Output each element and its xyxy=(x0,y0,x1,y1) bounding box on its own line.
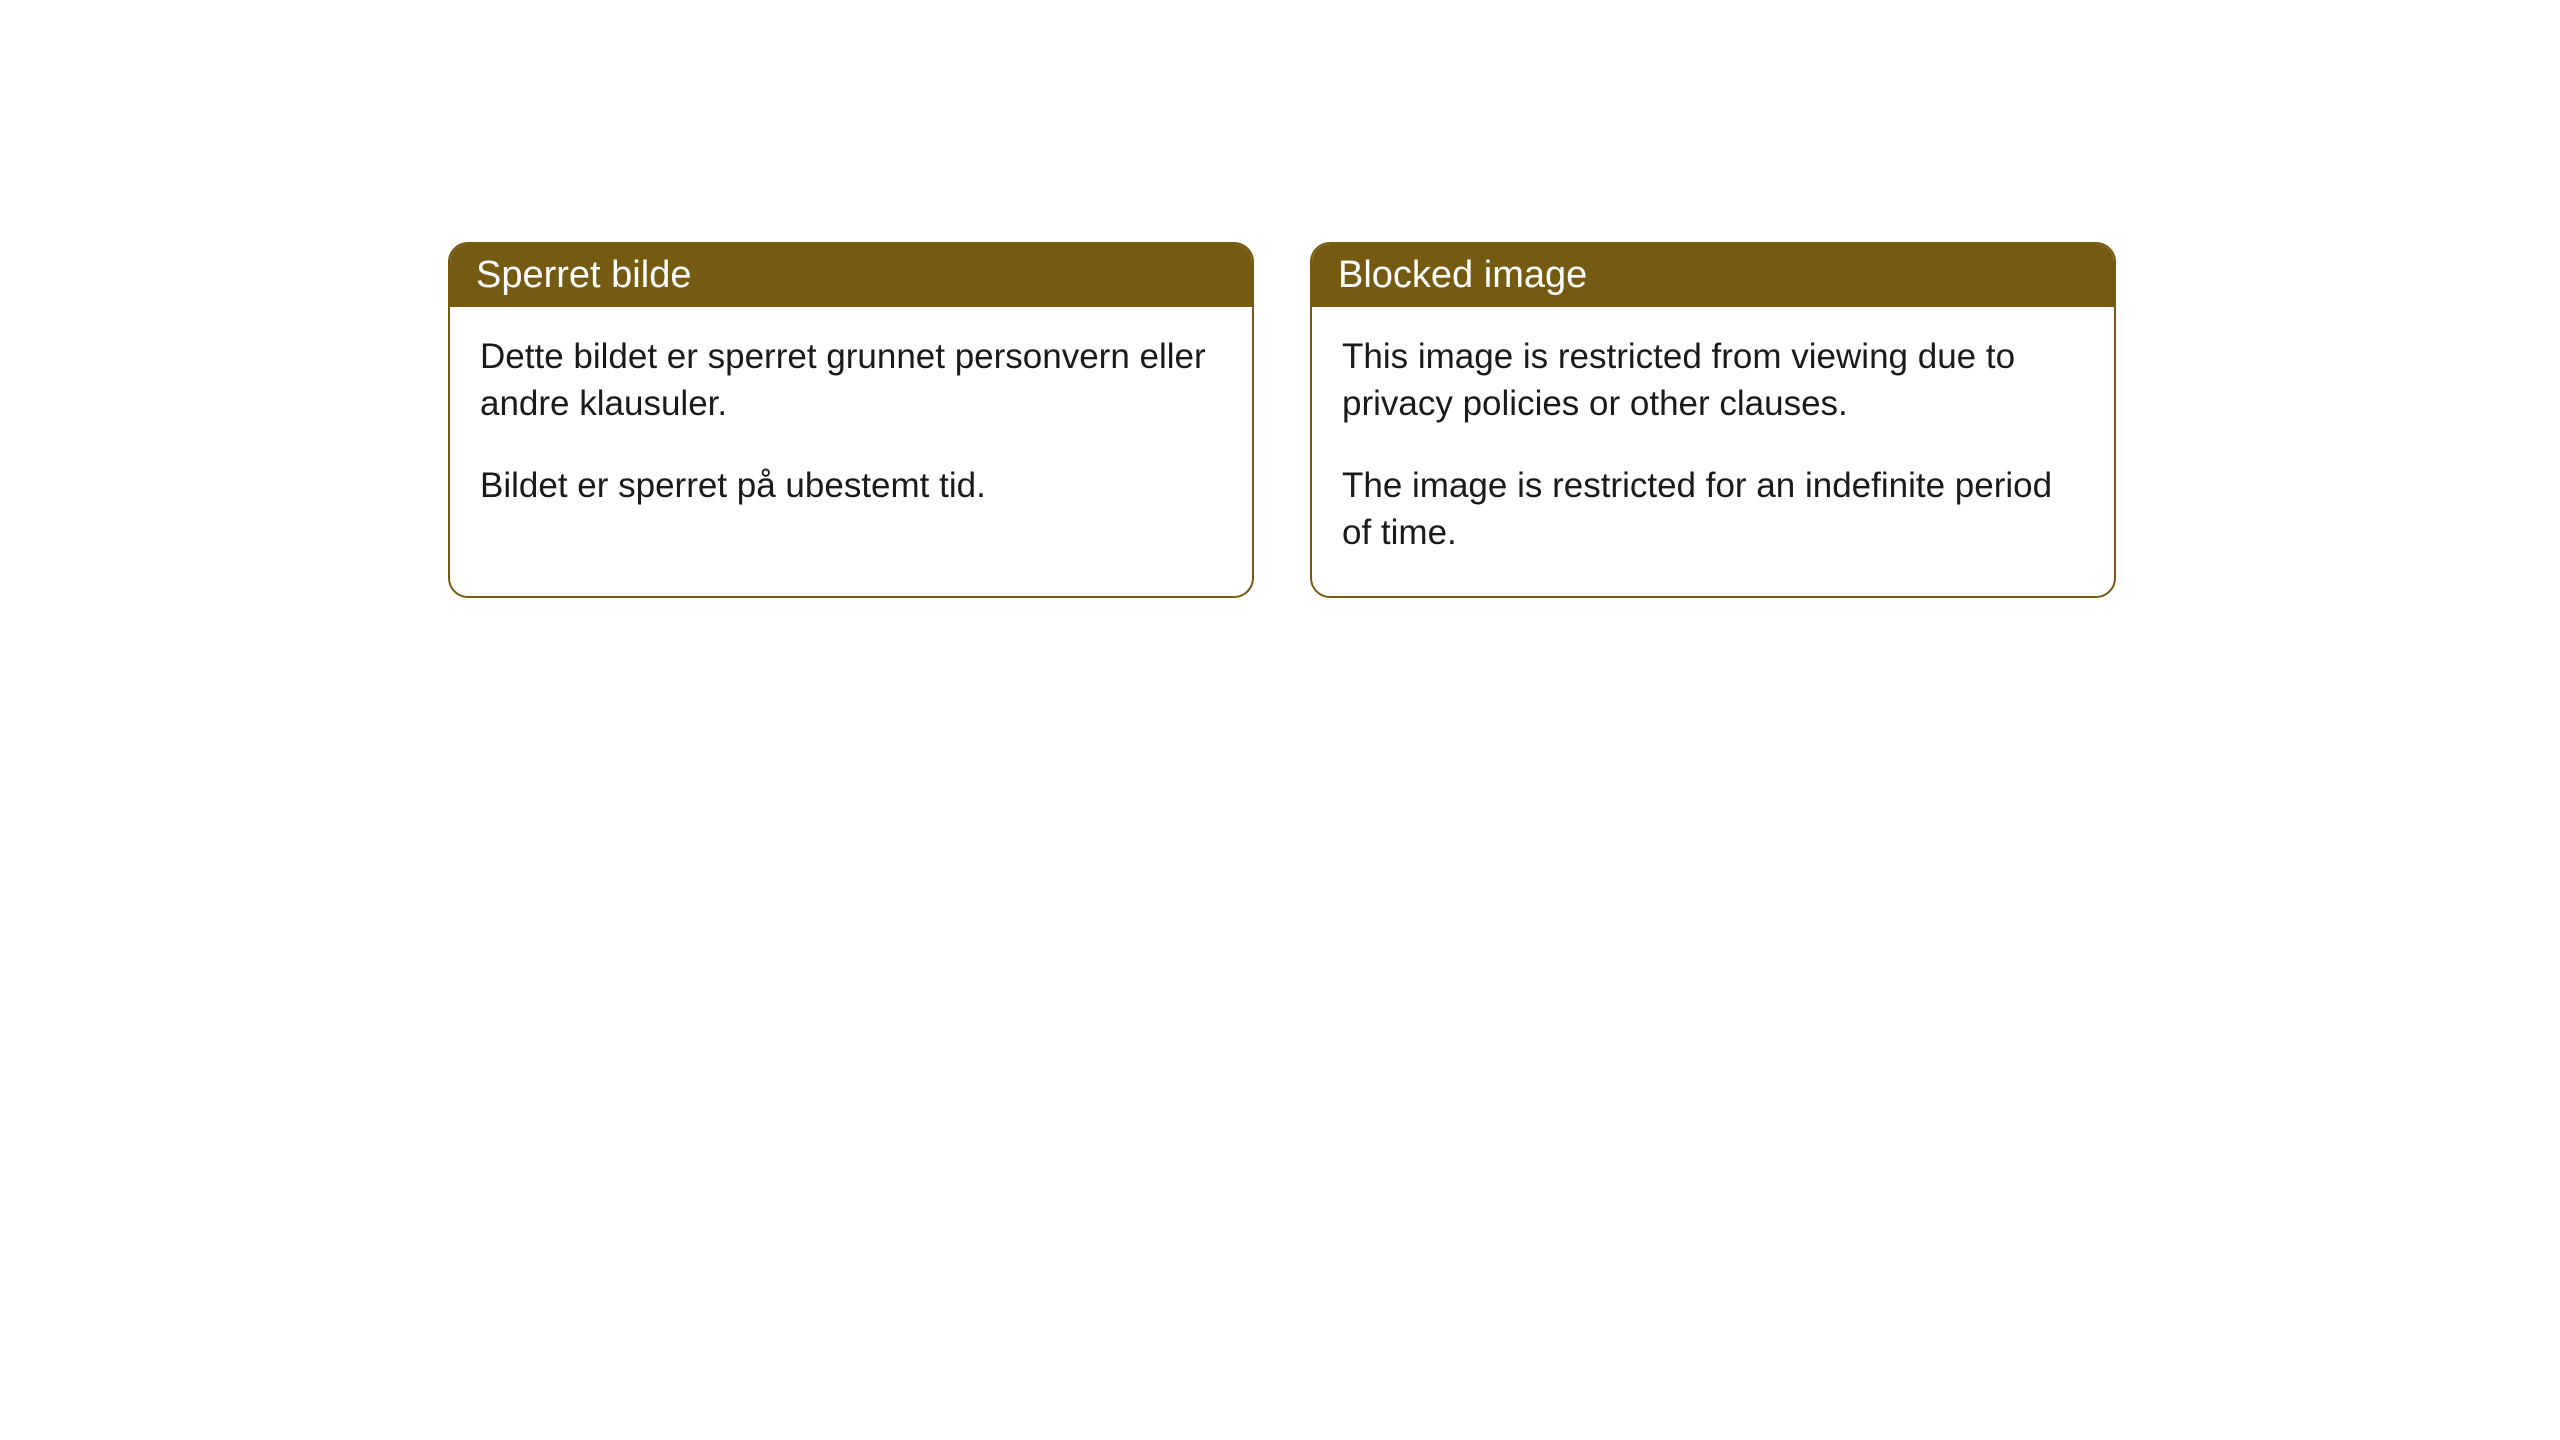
card-title-no: Sperret bilde xyxy=(450,244,1252,307)
card-body-no: Dette bildet er sperret grunnet personve… xyxy=(450,307,1252,549)
card-body-en: This image is restricted from viewing du… xyxy=(1312,307,2114,596)
card-text-no-1: Dette bildet er sperret grunnet personve… xyxy=(480,333,1222,428)
card-text-no-2: Bildet er sperret på ubestemt tid. xyxy=(480,462,1222,509)
blocked-image-card-no: Sperret bilde Dette bildet er sperret gr… xyxy=(448,242,1254,598)
card-text-en-2: The image is restricted for an indefinit… xyxy=(1342,462,2084,557)
card-text-en-1: This image is restricted from viewing du… xyxy=(1342,333,2084,428)
card-title-en: Blocked image xyxy=(1312,244,2114,307)
notice-container: Sperret bilde Dette bildet er sperret gr… xyxy=(0,0,2560,598)
blocked-image-card-en: Blocked image This image is restricted f… xyxy=(1310,242,2116,598)
